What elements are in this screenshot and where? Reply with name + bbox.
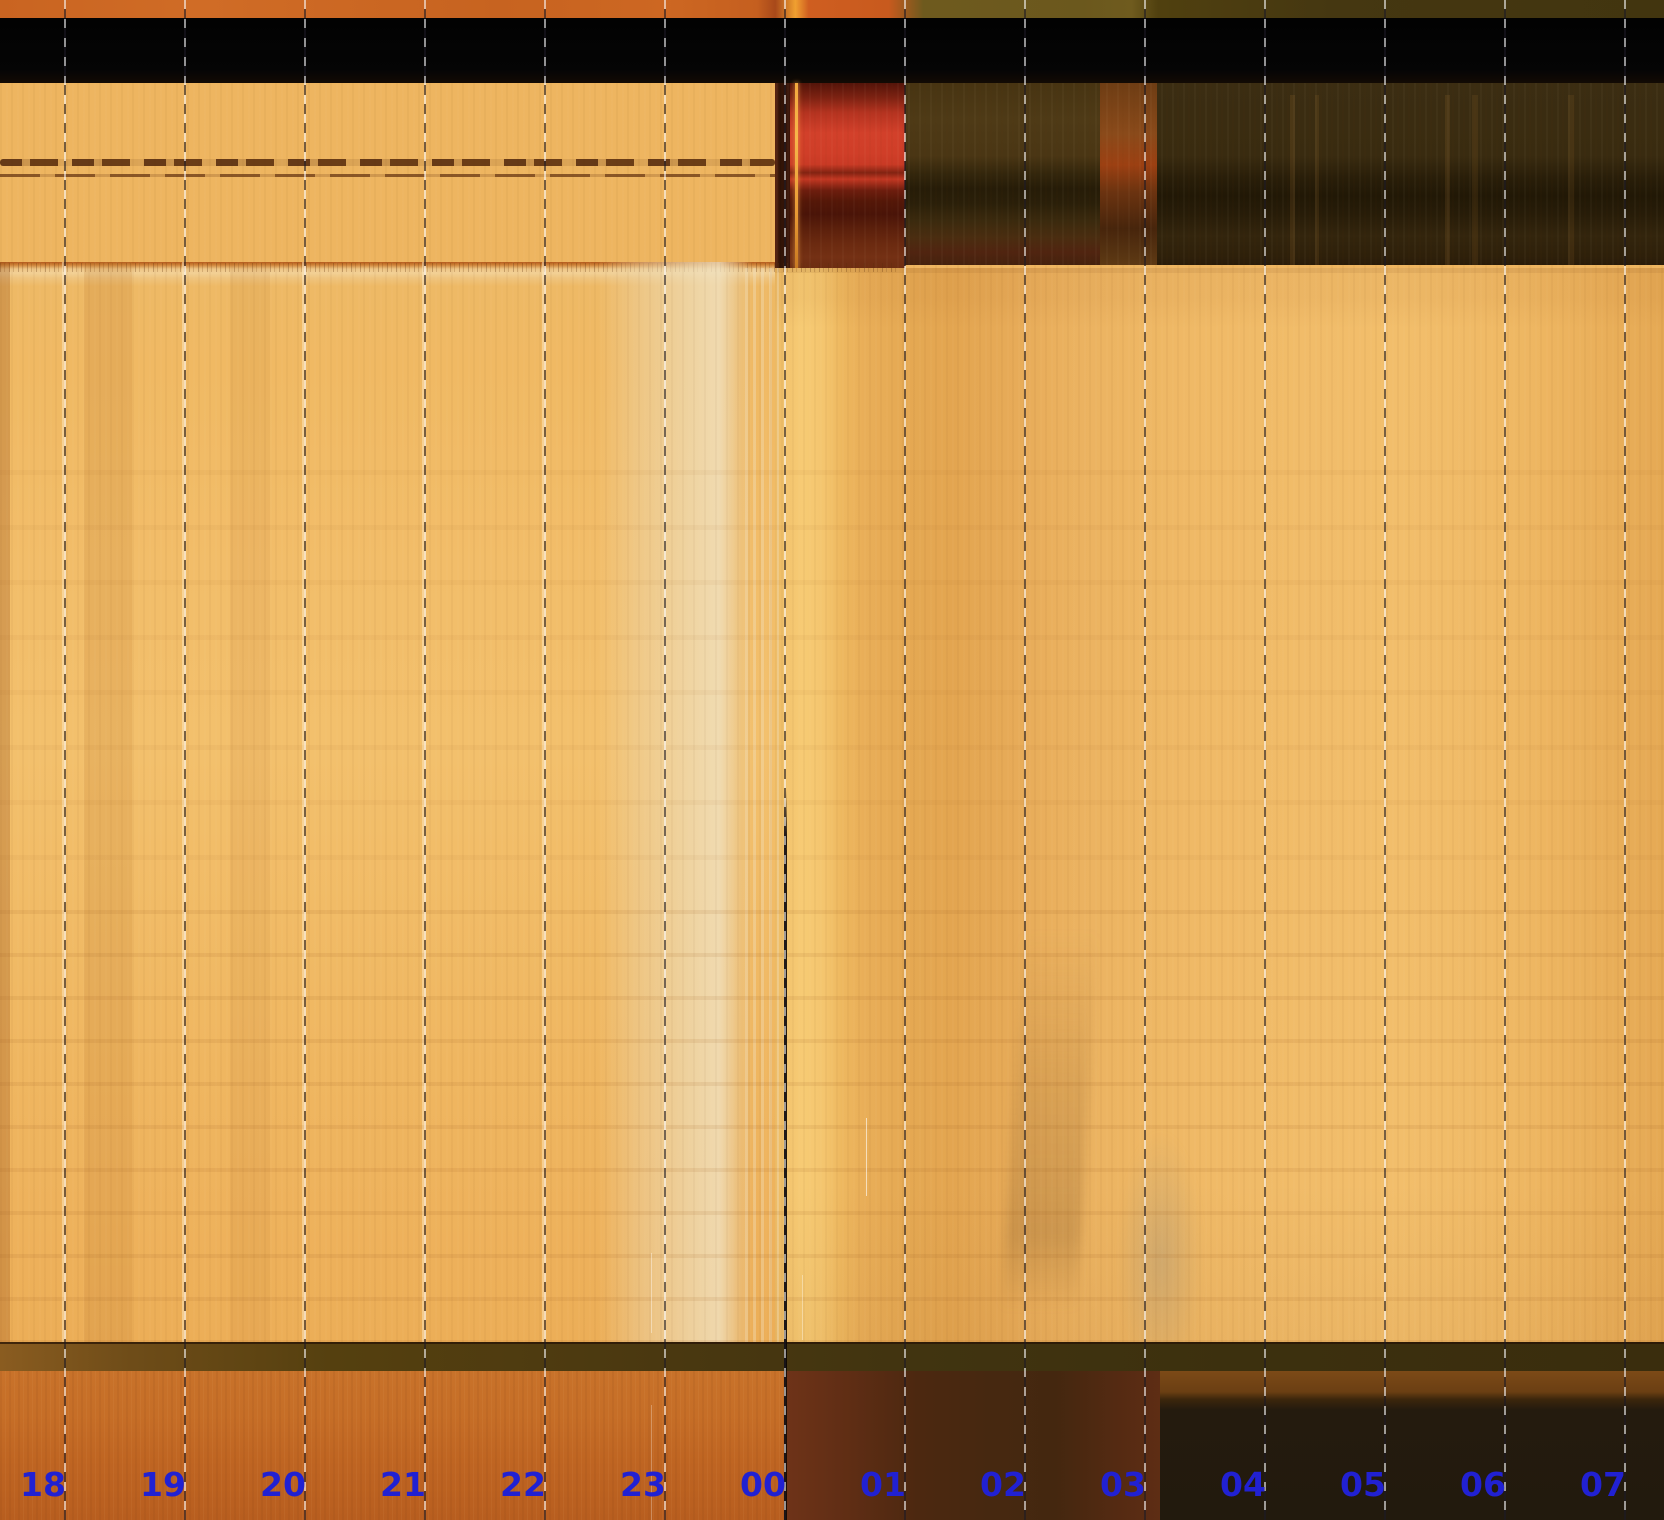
midnight-divider-column bbox=[775, 83, 790, 268]
hour-label-23: 23 bbox=[620, 1465, 666, 1504]
horizontal-wisps-soft bbox=[0, 420, 1664, 880]
hour-label-19: 19 bbox=[140, 1465, 186, 1504]
hour-label-00: 00 bbox=[740, 1465, 786, 1504]
scratch-line bbox=[651, 1253, 652, 1333]
hour-label-02: 02 bbox=[980, 1465, 1026, 1504]
bottom-block-maroon bbox=[787, 1371, 1160, 1520]
scratch-line bbox=[651, 1405, 652, 1520]
speckle-row bbox=[0, 263, 900, 272]
bottom-orange-texture bbox=[0, 1371, 787, 1520]
hour-gridline bbox=[1024, 0, 1026, 1520]
black-bar-band bbox=[0, 18, 1664, 83]
night-streak bbox=[1315, 95, 1319, 265]
hour-label-18: 18 bbox=[20, 1465, 66, 1504]
transition-column bbox=[1100, 83, 1157, 265]
lower-divider-band bbox=[0, 1342, 1664, 1373]
bottom-block-orange bbox=[0, 1371, 787, 1520]
pale-streaks bbox=[745, 268, 779, 1342]
column-highlight bbox=[422, 262, 424, 1342]
bottom-block-dark bbox=[1160, 1371, 1664, 1520]
night-block-mid bbox=[905, 83, 1100, 265]
hour-label-04: 04 bbox=[1220, 1465, 1266, 1504]
hour-gridline bbox=[664, 0, 666, 1520]
top-strip-band bbox=[0, 0, 1664, 18]
amber-right-shading bbox=[775, 268, 1664, 1345]
hour-gridline bbox=[544, 0, 546, 1520]
red-glow-block bbox=[790, 83, 905, 268]
left-edge-shadow bbox=[0, 262, 10, 1342]
hour-gridline bbox=[1144, 0, 1146, 1520]
hour-gridline bbox=[1264, 0, 1266, 1520]
yellow-line-artifact bbox=[795, 83, 798, 268]
scratch-line bbox=[802, 1275, 803, 1340]
hour-gridline bbox=[304, 0, 306, 1520]
column-highlight bbox=[542, 262, 544, 1342]
gray-smudge bbox=[1118, 1130, 1203, 1345]
column-highlight bbox=[302, 262, 304, 1342]
hour-gridline bbox=[1384, 0, 1386, 1520]
hour-gridline bbox=[1624, 0, 1626, 1520]
hour-label-06: 06 bbox=[1460, 1465, 1506, 1504]
hour-gridline bbox=[784, 0, 786, 1520]
column-shadow bbox=[230, 262, 270, 1342]
column-highlight bbox=[182, 262, 184, 1342]
hour-label-05: 05 bbox=[1340, 1465, 1386, 1504]
night-block-right bbox=[1157, 83, 1664, 265]
horizon-squiggle-line bbox=[0, 159, 775, 166]
column-highlight bbox=[62, 262, 64, 1342]
hour-label-03: 03 bbox=[1100, 1465, 1146, 1504]
hour-gridline bbox=[904, 0, 906, 1520]
night-streak bbox=[1290, 95, 1295, 265]
hour-label-22: 22 bbox=[500, 1465, 546, 1504]
hour-label-01: 01 bbox=[860, 1465, 906, 1504]
night-streak bbox=[1472, 95, 1478, 265]
night-streak bbox=[1445, 95, 1450, 265]
column-shadow bbox=[84, 262, 132, 1342]
pale-haze-column bbox=[598, 262, 753, 1342]
hour-gridline bbox=[64, 0, 66, 1520]
hour-label-21: 21 bbox=[380, 1465, 426, 1504]
horizon-thin-line bbox=[0, 174, 775, 177]
scratch-line bbox=[866, 1118, 867, 1196]
horizontal-wisps bbox=[0, 880, 1664, 1342]
amber-field-right bbox=[775, 268, 1664, 1345]
hour-gridline bbox=[424, 0, 426, 1520]
hour-label-20: 20 bbox=[260, 1465, 306, 1504]
hour-gridline bbox=[184, 0, 186, 1520]
hour-gridline bbox=[1504, 0, 1506, 1520]
night-streak bbox=[1568, 95, 1574, 265]
hour-label-07: 07 bbox=[1580, 1465, 1626, 1504]
vertical-grain-texture bbox=[0, 83, 1664, 1520]
